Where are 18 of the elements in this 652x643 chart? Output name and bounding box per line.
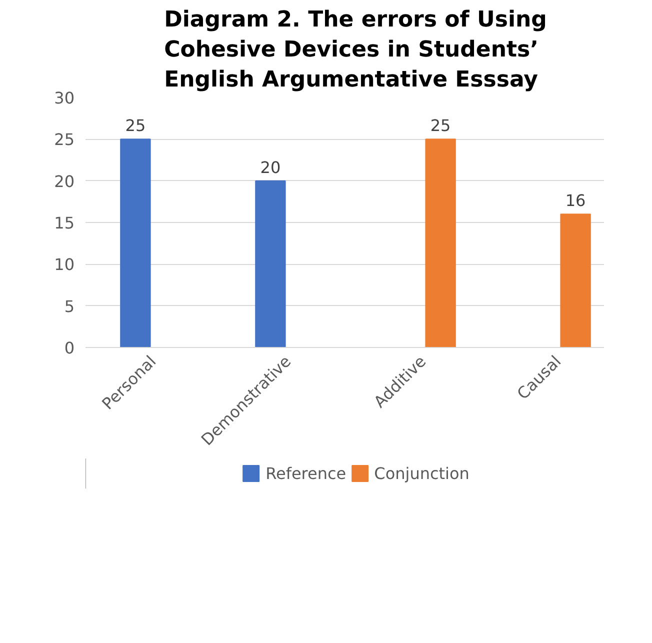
bar [560,214,591,348]
bar [425,138,456,348]
y-tick-label: 30 [54,88,74,108]
y-tick-label: 0 [64,338,75,358]
data-label: 25 [125,116,146,136]
y-tick-label: 20 [54,172,74,191]
y-tick-label: 15 [54,214,74,232]
data-label: 20 [260,158,281,177]
chart-title: Diagram 2. The errors of Using Cohesive Devices in Students’ English Argumentative Esssay [164,8,547,92]
legend-label: Conjunction [374,464,470,482]
data-label: 25 [430,116,451,136]
y-tick-label: 5 [64,296,75,316]
legend-label: Reference [266,464,346,482]
y-tick-label: 10 [54,255,74,274]
bar [120,138,151,348]
bar [255,180,286,348]
data-label: 16 [565,191,586,210]
y-tick-label: 25 [54,130,74,150]
